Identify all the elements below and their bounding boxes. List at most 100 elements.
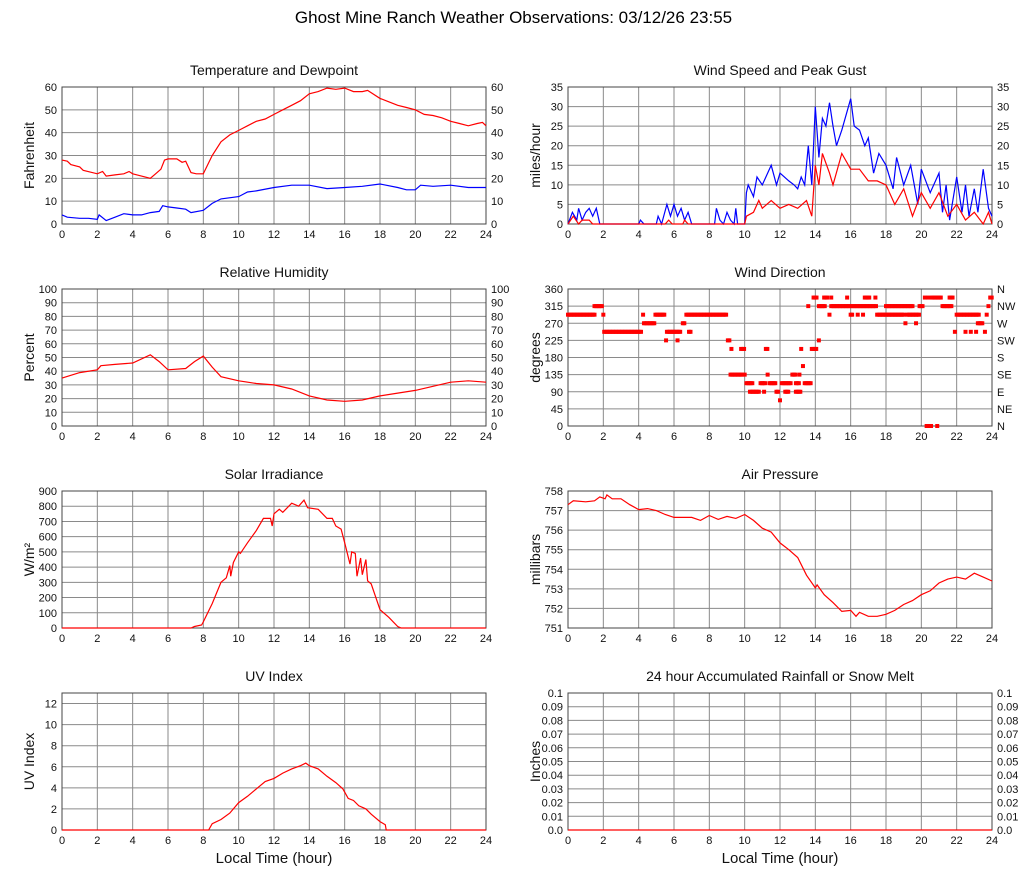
x-tick-label: 16 <box>845 229 857 241</box>
chart-wind-speed: 0 2 4 6 8 10 12 14 16 18 20 22 240510152025303505101… <box>527 62 1009 241</box>
x-tick-label: 18 <box>880 835 892 847</box>
x-tick-label: 10 <box>739 633 751 645</box>
y-tick-label: 60 <box>45 82 57 94</box>
x-tick-label: 20 <box>409 835 421 847</box>
right-tick-label: 60 <box>491 339 503 351</box>
chart-humidity: 0 2 4 6 8 10 12 14 16 18 20 22 240102030405060708090… <box>21 264 509 443</box>
series-wind-direction-point <box>950 295 955 300</box>
y-tick-label: 30 <box>551 102 563 114</box>
y-tick-label: 0.08 <box>542 715 563 727</box>
series-wind-direction-point <box>814 295 819 300</box>
right-tick-label: W <box>997 318 1008 330</box>
x-tick-label: 8 <box>706 835 712 847</box>
x-tick-label: 18 <box>880 633 892 645</box>
x-tick-label: 16 <box>845 835 857 847</box>
series-wind-direction-point <box>938 295 943 300</box>
series-wind-direction-point <box>688 329 693 334</box>
y-tick-label: 0.0 <box>548 825 563 837</box>
y-tick-label: 12 <box>45 699 57 711</box>
series-wind-direction-point <box>599 304 604 309</box>
y-tick-label: 0 <box>557 219 563 231</box>
y-tick-label: 40 <box>45 128 57 140</box>
y-tick-label: 60 <box>45 339 57 351</box>
series-wind-direction-point <box>806 304 811 309</box>
x-tick-label: 0 <box>59 431 65 443</box>
x-tick-label: 24 <box>480 835 492 847</box>
y-tick-label: 5 <box>557 199 563 211</box>
x-tick-label: 16 <box>339 633 351 645</box>
series-wind-direction-point <box>793 372 798 377</box>
x-tick-label: 2 <box>600 633 606 645</box>
x-tick-label: 24 <box>986 229 998 241</box>
y-tick-label: 25 <box>551 121 563 133</box>
right-tick-label: 50 <box>491 105 503 117</box>
x-tick-label: 16 <box>845 431 857 443</box>
series-wind-direction-point <box>756 389 761 394</box>
y-tick-label: 8 <box>51 741 57 753</box>
x-tick-label: 24 <box>480 633 492 645</box>
right-tick-label: 0.04 <box>997 770 1018 782</box>
y-tick-label: 200 <box>39 593 57 605</box>
series-wind-direction-point <box>901 312 906 317</box>
y-tick-label: 758 <box>545 486 563 498</box>
x-tick-label: 22 <box>951 835 963 847</box>
series-wind-direction-point <box>675 338 680 343</box>
right-tick-label: 90 <box>491 298 503 310</box>
series-wind-direction-point <box>601 312 606 317</box>
x-tick-label: 6 <box>671 835 677 847</box>
y-tick-label: 90 <box>551 387 563 399</box>
y-tick-label: 300 <box>39 577 57 589</box>
right-tick-label: 30 <box>997 102 1009 114</box>
x-tick-label: 0 <box>59 835 65 847</box>
x-tick-label: 2 <box>94 835 100 847</box>
right-tick-label: 0 <box>491 421 497 433</box>
series-wind-direction-point <box>873 304 878 309</box>
right-tick-label: 0.07 <box>997 729 1018 741</box>
series-wind-direction-point <box>982 329 987 334</box>
x-tick-label: 4 <box>130 229 136 241</box>
x-tick-label: 18 <box>880 431 892 443</box>
x-tick-label: 6 <box>165 229 171 241</box>
y-tick-label: 100 <box>39 284 57 296</box>
x-tick-label: 14 <box>303 835 315 847</box>
x-tick-label: 6 <box>165 835 171 847</box>
x-tick-label: 4 <box>130 835 136 847</box>
x-tick-label: 8 <box>200 835 206 847</box>
y-tick-label: 360 <box>545 284 563 296</box>
y-tick-label: 35 <box>551 82 563 94</box>
right-tick-label: 0.08 <box>997 715 1018 727</box>
x-tick-label: 2 <box>600 835 606 847</box>
right-tick-label: 40 <box>491 366 503 378</box>
plot-border <box>61 490 487 629</box>
series-wind-direction-point <box>786 389 791 394</box>
right-tick-label: 5 <box>997 199 1003 211</box>
x-tick-label: 18 <box>374 835 386 847</box>
x-tick-label: 18 <box>374 633 386 645</box>
series-wind-direction-point <box>980 321 985 326</box>
x-tick-label: 10 <box>739 835 751 847</box>
plot-border <box>61 692 487 831</box>
x-tick-label: 20 <box>409 229 421 241</box>
x-tick-label: 12 <box>268 835 280 847</box>
chart-title: Air Pressure <box>741 466 818 482</box>
series-wind-direction-point <box>765 346 770 351</box>
series-wind-direction-point <box>775 389 780 394</box>
series-wind-direction-point <box>855 312 860 317</box>
x-tick-label: 2 <box>94 633 100 645</box>
y-tick-label: 753 <box>545 584 563 596</box>
y-tick-label: 751 <box>545 623 563 635</box>
right-tick-label: 80 <box>491 311 503 323</box>
y-tick-label: 50 <box>45 353 57 365</box>
right-tick-label: NW <box>997 301 1016 313</box>
plot-border <box>567 86 993 225</box>
x-tick-label: 10 <box>233 431 245 443</box>
y-tick-label: 10 <box>45 196 57 208</box>
y-tick-label: 2 <box>51 804 57 816</box>
x-tick-label: 16 <box>339 431 351 443</box>
plot-border <box>567 490 993 629</box>
x-tick-label: 2 <box>94 229 100 241</box>
y-tick-label: 4 <box>51 783 57 795</box>
series-wind-direction-point <box>664 338 669 343</box>
